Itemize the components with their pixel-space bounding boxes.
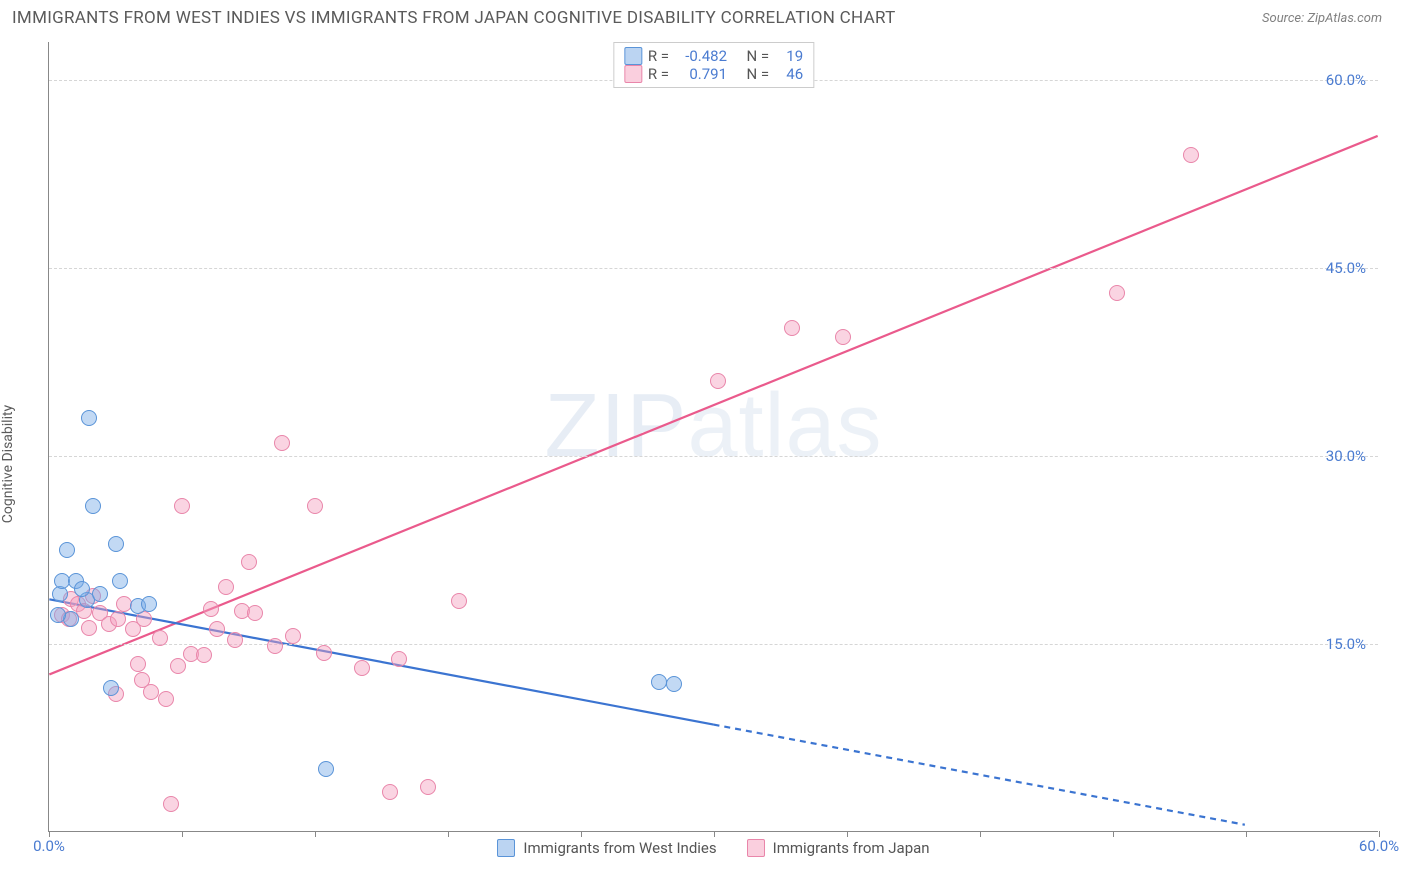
ytick-label: 45.0% <box>1326 259 1366 277</box>
data-point-pink <box>1109 285 1125 301</box>
data-point-pink <box>143 684 159 700</box>
series-legend: Immigrants from West Indies Immigrants f… <box>49 839 1378 857</box>
xtick-label-max: 60.0% <box>1359 837 1399 855</box>
header: IMMIGRANTS FROM WEST INDIES VS IMMIGRANT… <box>0 0 1406 32</box>
data-point-pink <box>451 593 467 609</box>
data-point-pink <box>130 656 146 672</box>
data-point-pink <box>196 647 212 663</box>
series-label-blue: Immigrants from West Indies <box>523 839 716 857</box>
source-attribution: Source: ZipAtlas.com <box>1262 11 1382 26</box>
r-value-pink: 0.791 <box>675 65 727 83</box>
xtick-mark <box>847 831 848 837</box>
data-point-blue <box>651 674 667 690</box>
xtick-mark <box>1113 831 1114 837</box>
xtick-mark <box>714 831 715 837</box>
data-point-blue <box>103 680 119 696</box>
data-point-pink <box>163 796 179 812</box>
xtick-mark <box>1246 831 1247 837</box>
ytick-label: 60.0% <box>1326 71 1366 89</box>
xtick-mark <box>182 831 183 837</box>
watermark-bold: ZIP <box>544 376 687 476</box>
data-point-blue <box>59 542 75 558</box>
xtick-mark <box>980 831 981 837</box>
data-point-blue <box>92 586 108 602</box>
data-point-pink <box>307 498 323 514</box>
data-point-pink <box>203 601 219 617</box>
data-point-pink <box>835 329 851 345</box>
data-point-pink <box>209 621 225 637</box>
legend-item-pink: Immigrants from Japan <box>747 839 930 857</box>
data-point-pink <box>382 784 398 800</box>
n-value-blue: 19 <box>775 47 803 65</box>
data-point-blue <box>74 581 90 597</box>
legend-item-blue: Immigrants from West Indies <box>497 839 716 857</box>
data-point-pink <box>391 651 407 667</box>
chart-container: Cognitive Disability ZIPatlas R = -0.482… <box>0 32 1406 880</box>
swatch-pink-icon <box>624 65 642 83</box>
source-prefix: Source: <box>1262 11 1307 26</box>
data-point-pink <box>274 435 290 451</box>
series-label-pink: Immigrants from Japan <box>773 839 930 857</box>
chart-title: IMMIGRANTS FROM WEST INDIES VS IMMIGRANT… <box>12 8 896 28</box>
trend-lines-svg <box>49 42 1378 831</box>
data-point-pink <box>218 579 234 595</box>
legend-row-blue: R = -0.482 N = 19 <box>624 47 803 65</box>
data-point-pink <box>227 632 243 648</box>
gridline <box>49 456 1378 457</box>
xtick-mark <box>448 831 449 837</box>
data-point-pink <box>784 320 800 336</box>
plot-area: ZIPatlas R = -0.482 N = 19 R = 0.791 N =… <box>48 42 1378 832</box>
ytick-label: 15.0% <box>1326 635 1366 653</box>
data-point-pink <box>170 658 186 674</box>
data-point-pink <box>241 554 257 570</box>
watermark-thin: atlas <box>687 376 882 476</box>
data-point-blue <box>141 596 157 612</box>
r-label: R = <box>648 65 669 83</box>
data-point-pink <box>354 660 370 676</box>
data-point-pink <box>710 373 726 389</box>
correlation-legend: R = -0.482 N = 19 R = 0.791 N = 46 <box>613 42 814 88</box>
data-point-blue <box>85 498 101 514</box>
ytick-label: 30.0% <box>1326 447 1366 465</box>
n-label: N = <box>747 65 770 83</box>
gridline <box>49 268 1378 269</box>
xtick-mark <box>315 831 316 837</box>
data-point-pink <box>285 628 301 644</box>
gridline <box>49 644 1378 645</box>
r-value-blue: -0.482 <box>675 47 727 65</box>
xtick-mark <box>581 831 582 837</box>
data-point-pink <box>267 638 283 654</box>
data-point-blue <box>666 676 682 692</box>
data-point-blue <box>112 573 128 589</box>
data-point-blue <box>318 761 334 777</box>
data-point-blue <box>108 536 124 552</box>
data-point-pink <box>316 645 332 661</box>
data-point-pink <box>81 620 97 636</box>
data-point-pink <box>247 605 263 621</box>
data-point-pink <box>420 779 436 795</box>
r-label: R = <box>648 47 669 65</box>
xtick-label-min: 0.0% <box>33 837 65 855</box>
swatch-pink-icon <box>747 839 765 857</box>
n-value-pink: 46 <box>775 65 803 83</box>
data-point-pink <box>1183 147 1199 163</box>
y-axis-label: Cognitive Disability <box>0 405 16 523</box>
data-point-blue <box>81 410 97 426</box>
swatch-blue-icon <box>624 47 642 65</box>
data-point-pink <box>158 691 174 707</box>
n-label: N = <box>747 47 770 65</box>
data-point-blue <box>50 607 66 623</box>
data-point-pink <box>174 498 190 514</box>
swatch-blue-icon <box>497 839 515 857</box>
watermark: ZIPatlas <box>544 375 882 478</box>
source-link[interactable]: ZipAtlas.com <box>1307 11 1382 26</box>
data-point-pink <box>152 630 168 646</box>
legend-row-pink: R = 0.791 N = 46 <box>624 65 803 83</box>
data-point-pink <box>110 611 126 627</box>
